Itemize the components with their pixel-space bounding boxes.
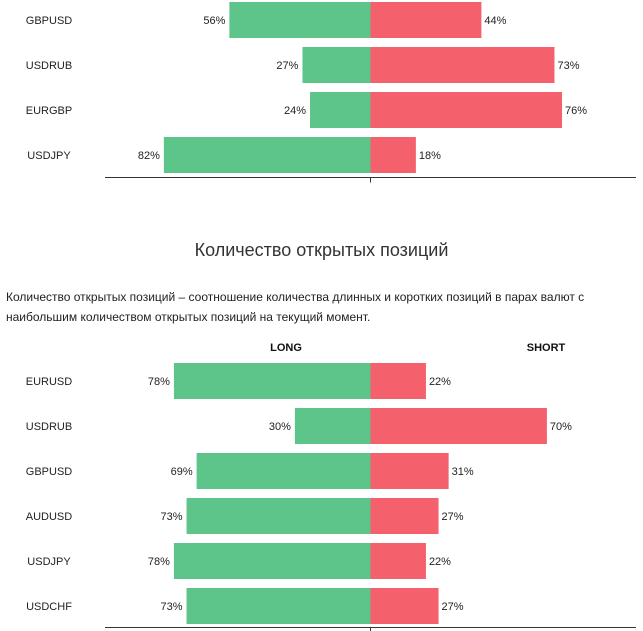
category-label: USDCHF — [26, 601, 72, 613]
short-value-label: 73% — [557, 60, 579, 72]
short-bar — [370, 498, 439, 534]
long-value-label: 56% — [203, 15, 225, 27]
short-bar — [370, 2, 482, 38]
short-value-label: 27% — [442, 601, 464, 613]
short-value-label: 27% — [442, 511, 464, 523]
short-bar — [370, 408, 547, 444]
short-value-label: 18% — [419, 150, 441, 162]
category-label: GBPUSD — [26, 15, 73, 27]
long-bar — [186, 588, 371, 624]
short-header: SHORT — [527, 342, 566, 354]
short-value-label: 31% — [452, 466, 474, 478]
long-bar — [294, 408, 371, 444]
short-bar — [370, 363, 426, 399]
short-bar — [370, 543, 426, 579]
short-bar — [370, 453, 449, 489]
category-label: EURUSD — [26, 376, 73, 388]
category-label: USDRUB — [26, 60, 72, 72]
category-label: USDRUB — [26, 421, 72, 433]
long-bar — [302, 47, 371, 83]
short-bar — [370, 137, 416, 173]
long-bar — [163, 137, 371, 173]
category-label: USDJPY — [27, 150, 71, 162]
short-bar — [370, 92, 563, 128]
short-value-label: 76% — [565, 105, 587, 117]
long-header: LONG — [270, 342, 302, 354]
long-value-label: 30% — [269, 421, 291, 433]
long-bar — [196, 453, 371, 489]
short-bar — [370, 588, 439, 624]
category-label: AUDUSD — [26, 511, 73, 523]
long-bar — [173, 543, 371, 579]
long-bar — [310, 92, 371, 128]
short-value-label: 22% — [429, 556, 451, 568]
long-bar — [173, 363, 371, 399]
long-bar — [229, 2, 371, 38]
long-value-label: 27% — [276, 60, 298, 72]
long-value-label: 24% — [284, 105, 306, 117]
long-value-label: 73% — [161, 511, 183, 523]
long-bar — [186, 498, 371, 534]
section-title: Количество открытых позиций — [194, 240, 449, 260]
long-value-label: 78% — [148, 556, 170, 568]
section-description: Количество открытых позиций – соотношени… — [6, 290, 585, 324]
short-value-label: 70% — [550, 421, 572, 433]
long-value-label: 73% — [161, 601, 183, 613]
category-label: EURGBP — [26, 105, 72, 117]
long-value-label: 82% — [138, 150, 160, 162]
short-value-label: 22% — [429, 376, 451, 388]
long-value-label: 78% — [148, 376, 170, 388]
top-sentiment-chart: GBPUSD 56% 44% USDRUB 27% 73% EURGBP 24% 76% USDJ… — [26, 2, 636, 183]
short-bar — [370, 47, 555, 83]
short-value-label: 44% — [484, 15, 506, 27]
category-label: USDJPY — [27, 556, 71, 568]
long-value-label: 69% — [171, 466, 193, 478]
category-label: GBPUSD — [26, 466, 73, 478]
